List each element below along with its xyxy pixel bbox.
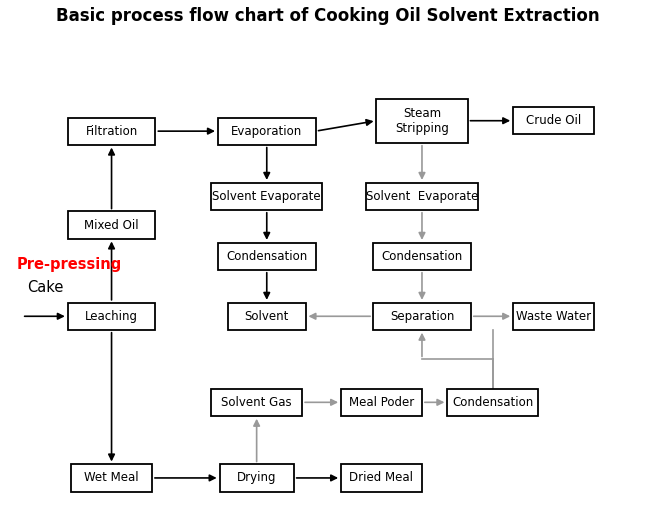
Text: Filtration: Filtration bbox=[85, 125, 138, 138]
Text: Leaching: Leaching bbox=[85, 310, 138, 323]
Text: Meal Poder: Meal Poder bbox=[349, 396, 414, 409]
Text: Crude Oil: Crude Oil bbox=[526, 114, 581, 127]
Text: Condensation: Condensation bbox=[226, 250, 307, 263]
Text: Cake: Cake bbox=[28, 280, 64, 295]
Bar bbox=[513, 303, 594, 330]
Text: Separation: Separation bbox=[390, 310, 454, 323]
Text: Evaporation: Evaporation bbox=[231, 125, 303, 138]
Bar bbox=[71, 464, 152, 492]
Text: Dried Meal: Dried Meal bbox=[350, 472, 413, 485]
Bar bbox=[513, 107, 594, 134]
Text: Mixed Oil: Mixed Oil bbox=[84, 219, 139, 232]
Bar bbox=[377, 99, 468, 143]
Text: Drying: Drying bbox=[237, 472, 276, 485]
Bar bbox=[447, 389, 538, 416]
Text: Condensation: Condensation bbox=[452, 396, 533, 409]
Text: Solvent Evaporate: Solvent Evaporate bbox=[212, 190, 321, 203]
Bar bbox=[211, 389, 302, 416]
Bar bbox=[341, 464, 422, 492]
Bar bbox=[219, 464, 293, 492]
Text: Pre-pressing: Pre-pressing bbox=[17, 257, 122, 271]
Text: Steam
Stripping: Steam Stripping bbox=[395, 107, 449, 135]
Bar bbox=[373, 303, 471, 330]
Bar bbox=[373, 243, 471, 270]
Text: Solvent  Evaporate: Solvent Evaporate bbox=[365, 190, 478, 203]
Bar bbox=[218, 117, 316, 145]
Text: Solvent: Solvent bbox=[244, 310, 289, 323]
Bar bbox=[218, 243, 316, 270]
Text: Solvent Gas: Solvent Gas bbox=[221, 396, 292, 409]
Text: Waste Water: Waste Water bbox=[516, 310, 591, 323]
Bar bbox=[67, 117, 155, 145]
Bar bbox=[67, 303, 155, 330]
Bar bbox=[228, 303, 306, 330]
Bar bbox=[67, 212, 155, 238]
Bar bbox=[341, 389, 422, 416]
Text: Condensation: Condensation bbox=[381, 250, 462, 263]
Bar bbox=[366, 183, 477, 210]
Title: Basic process flow chart of Cooking Oil Solvent Extraction: Basic process flow chart of Cooking Oil … bbox=[56, 7, 599, 25]
Text: Wet Meal: Wet Meal bbox=[84, 472, 139, 485]
Bar bbox=[211, 183, 322, 210]
